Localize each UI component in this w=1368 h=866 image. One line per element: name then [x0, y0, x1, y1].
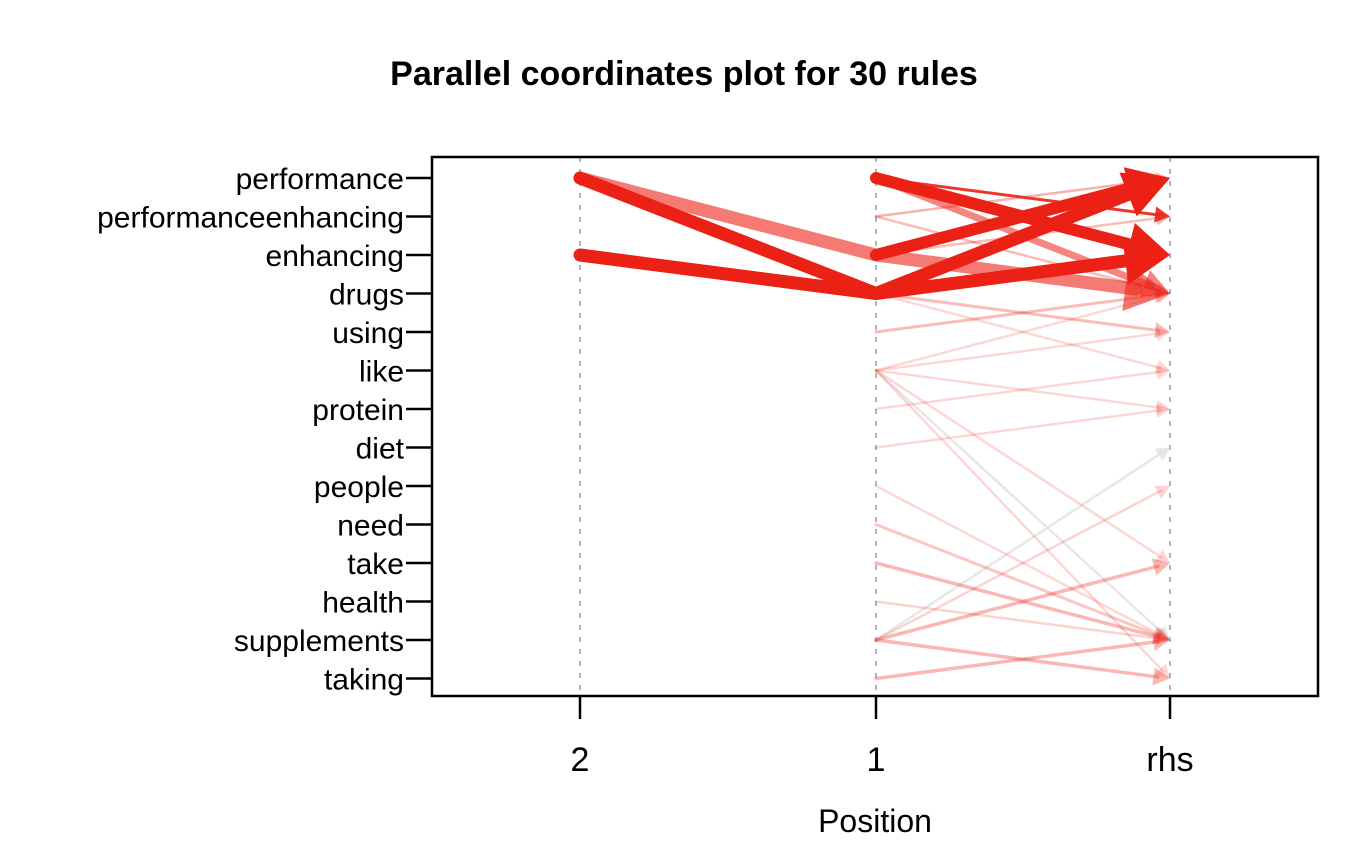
rule-line: [874, 564, 1160, 642]
rule-arrowhead: [1155, 326, 1170, 342]
y-axis-label: protein: [312, 394, 404, 427]
rule-arrowhead: [1155, 630, 1170, 646]
y-axis-label: take: [347, 548, 404, 581]
plot-frame: [430, 155, 1320, 698]
rule-line: [874, 292, 1161, 333]
x-tick-label: 1: [867, 741, 886, 779]
rule-arrowhead: [1155, 364, 1170, 380]
rule-arrowhead: [1154, 321, 1170, 339]
rule-line: [874, 484, 1163, 637]
rule-arrowhead: [1153, 626, 1170, 643]
rule-line: [874, 561, 1160, 639]
x-tick-label: rhs: [1146, 741, 1193, 779]
y-axis-label: enhancing: [266, 240, 404, 273]
rule-arrowhead: [1152, 667, 1170, 686]
rule-arrowhead: [1155, 663, 1170, 679]
y-axis-label: taking: [324, 664, 404, 697]
rule-arrowhead: [1151, 627, 1170, 645]
x-axis-title: Position: [818, 803, 932, 839]
rule-arrowhead: [1154, 549, 1170, 563]
rule-line: [874, 523, 1162, 638]
rule-line: [874, 600, 1162, 640]
rule-arrowhead: [1154, 447, 1170, 462]
rule-line: [874, 294, 1162, 372]
y-axis-label: using: [332, 317, 404, 350]
rule-arrowhead: [1151, 558, 1170, 576]
x-tick-label: 2: [571, 741, 590, 779]
y-axis-label: health: [322, 587, 404, 620]
y-axis-label: like: [359, 356, 404, 389]
rule-arrowhead: [1155, 403, 1170, 419]
y-axis-label: diet: [356, 433, 405, 466]
rule-line: [874, 215, 1162, 293]
rule-line: [874, 332, 1162, 372]
chart-title: Parallel coordinates plot for 30 rules: [390, 55, 978, 93]
rule-arrowhead: [1152, 633, 1170, 651]
rule-line: [874, 451, 1163, 642]
rule-line: [874, 292, 1162, 370]
rule-arrowhead: [1154, 627, 1170, 641]
y-axis-label: supplements: [234, 625, 404, 658]
rule-line: [874, 369, 1165, 673]
rule-line: [870, 179, 1146, 261]
rule-line: [874, 369, 1162, 409]
rule-line: [874, 489, 1163, 642]
y-axis-label: need: [337, 510, 404, 543]
y-axis-label: performanceenhancing: [97, 202, 404, 235]
rule-line: [874, 370, 1162, 411]
y-axis-label: people: [314, 471, 404, 504]
rule-line: [874, 369, 1163, 559]
rule-line: [874, 293, 1161, 334]
rule-arrowhead: [1123, 222, 1170, 266]
rule-line: [874, 409, 1162, 449]
rule-arrowhead: [1155, 399, 1170, 415]
y-axis-label: performance: [236, 163, 404, 196]
y-axis-label: drugs: [329, 279, 404, 312]
rule-arrowhead: [1155, 625, 1170, 640]
rule-arrowhead: [1154, 485, 1170, 499]
rule-arrowhead: [1155, 359, 1170, 375]
rule-line: [874, 639, 1160, 681]
rule-line: [874, 369, 1164, 635]
rule-line: [870, 172, 1146, 254]
rule-line: [874, 638, 1160, 679]
rule-arrowhead: [1154, 206, 1170, 223]
rule-arrowhead: [1123, 167, 1170, 211]
